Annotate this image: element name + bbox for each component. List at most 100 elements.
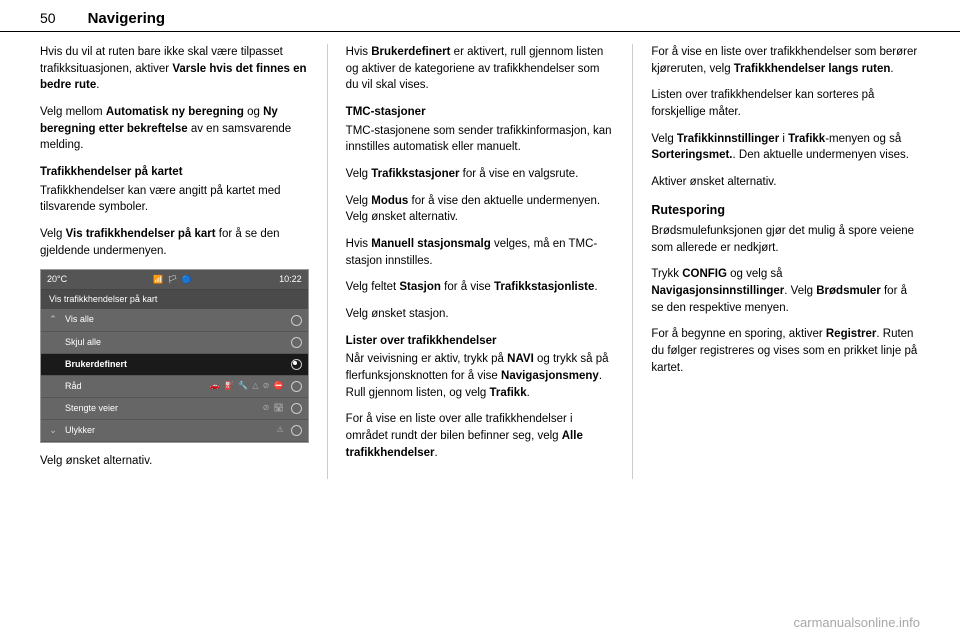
time-label: 10:22 [279, 273, 302, 286]
bold-text: Sorteringsmet. [651, 149, 732, 161]
bold-text: Trafikkinnstillinger [677, 133, 779, 145]
text-run: For å begynne en sporing, aktiver [651, 328, 826, 340]
bold-text: Stasjon [399, 281, 441, 293]
paragraph: Aktiver ønsket alternativ. [651, 174, 920, 191]
bold-text: Trafikk [490, 387, 527, 399]
bold-text: Trafikk [788, 133, 825, 145]
radio-icon [291, 403, 302, 414]
text-run: . [435, 447, 438, 459]
screenshot-list: ⌃ Vis alle Skjul alle Brukerdefinert [41, 309, 308, 441]
list-item: ⌃ Vis alle [41, 309, 308, 331]
list-item-icons: ⊘ 🛣 [263, 402, 285, 414]
bold-text: Vis trafikkhendelser på kart [66, 228, 216, 240]
text-run: . Den aktuelle undermenyen vises. [733, 149, 909, 161]
text-run: Hvis [346, 46, 372, 58]
list-item-label: Råd [65, 380, 204, 393]
sub-heading: Lister over trafikkhendelser [346, 333, 615, 350]
list-item-icons: 🚗 ⛽ 🔧 △ ⊘ ⛔ [210, 380, 285, 392]
column-1: Hvis du vil at ruten bare ikke skal være… [40, 44, 309, 479]
text-run: Velg [346, 195, 372, 207]
column-2: Hvis Brukerdefinert er aktivert, rull gj… [346, 44, 615, 479]
paragraph: Velg mellom Automatisk ny beregning og N… [40, 104, 309, 154]
columns-wrapper: Hvis du vil at ruten bare ikke skal være… [0, 32, 960, 479]
list-item: Stengte veier ⊘ 🛣 [41, 398, 308, 420]
text-run: og velg så [727, 268, 783, 280]
screenshot-title: Vis trafikkhendelser på kart [41, 290, 308, 309]
paragraph: Listen over trafikkhendelser kan sortere… [651, 87, 920, 120]
text-run: Når veivisning er aktiv, trykk på [346, 353, 507, 365]
paragraph: Hvis Manuell stasjonsmalg velges, må en … [346, 236, 615, 269]
text-run: Velg [346, 168, 372, 180]
paragraph: Velg ønsket stasjon. [346, 306, 615, 323]
text-run: . [96, 79, 99, 91]
text-run: Velg [40, 228, 66, 240]
bold-text: Trafikkhendelser langs ruten [734, 63, 891, 75]
list-item-selected: Brukerdefinert [41, 354, 308, 376]
embedded-screenshot: 20°C 📶 🏳 🔵 10:22 Vis trafikkhendelser på… [40, 269, 309, 442]
radio-icon [291, 381, 302, 392]
paragraph: Velg Trafikkinnstillinger i Trafikk-meny… [651, 131, 920, 164]
bold-text: Manuell stasjonsmalg [371, 238, 491, 250]
bold-text: Modus [371, 195, 408, 207]
chevron-up-icon: ⌃ [47, 313, 59, 326]
paragraph: Brødsmulefunksjonen gjør det mulig å spo… [651, 223, 920, 256]
status-icons: 📶 🏳 🔵 [153, 274, 193, 286]
bold-text: Brødsmuler [816, 285, 881, 297]
text-run: Trykk [651, 268, 682, 280]
paragraph: Velg feltet Stasjon for å vise Trafikkst… [346, 279, 615, 296]
text-run: for å vise [441, 281, 494, 293]
column-divider [632, 44, 633, 479]
manual-page: 50 Navigering Hvis du vil at ruten bare … [0, 0, 960, 642]
column-3: For å vise en liste over trafikkhendelse… [651, 44, 920, 479]
radio-checked-icon [291, 359, 302, 370]
paragraph: Velg Vis trafikkhendelser på kart for å … [40, 226, 309, 259]
bold-text: NAVI [507, 353, 534, 365]
list-item-icons: ⚠ [277, 424, 285, 436]
text-run: i [779, 133, 788, 145]
bold-text: Automatisk ny beregning [106, 106, 244, 118]
bold-text: CONFIG [682, 268, 727, 280]
list-item-label: Ulykker [65, 424, 271, 437]
screenshot-statusbar: 20°C 📶 🏳 🔵 10:22 [41, 270, 308, 290]
paragraph: Trafikkhendelser kan være angitt på kart… [40, 183, 309, 216]
bold-text: Trafikkstasjonliste [494, 281, 594, 293]
paragraph: Når veivisning er aktiv, trykk på NAVI o… [346, 351, 615, 401]
paragraph: Velg Modus for å vise den aktuelle under… [346, 193, 615, 226]
text-run: . Velg [784, 285, 816, 297]
section-title: Navigering [88, 10, 166, 27]
page-header: 50 Navigering [0, 0, 960, 32]
paragraph: Hvis Brukerdefinert er aktivert, rull gj… [346, 44, 615, 94]
paragraph: Velg Trafikkstasjoner for å vise en valg… [346, 166, 615, 183]
paragraph: Hvis du vil at ruten bare ikke skal være… [40, 44, 309, 94]
paragraph: For å vise en liste over trafikkhendelse… [651, 44, 920, 77]
paragraph: Trykk CONFIG og velg så Navigasjonsinnst… [651, 266, 920, 316]
paragraph: For å vise en liste over alle trafikkhen… [346, 411, 615, 461]
column-divider [327, 44, 328, 479]
list-item-label: Skjul alle [65, 336, 279, 349]
text-run: Velg mellom [40, 106, 106, 118]
text-run: og [244, 106, 263, 118]
text-run: Velg [651, 133, 677, 145]
bold-text: Navigasjonsmeny [501, 370, 599, 382]
bold-text: Registrer [826, 328, 877, 340]
text-run: . [527, 387, 530, 399]
page-number: 50 [40, 10, 56, 26]
chevron-down-icon: ⌄ [47, 424, 59, 437]
radio-icon [291, 315, 302, 326]
list-item-label: Vis alle [65, 313, 279, 326]
temperature-label: 20°C [47, 273, 67, 286]
paragraph: Velg ønsket alternativ. [40, 453, 309, 470]
list-item: Skjul alle [41, 332, 308, 354]
bold-text: Trafikkstasjoner [371, 168, 459, 180]
source-watermark: carmanualsonline.info [794, 615, 920, 630]
text-run: Velg feltet [346, 281, 400, 293]
radio-icon [291, 425, 302, 436]
bold-text: Brukerdefinert [371, 46, 450, 58]
sub-heading: Trafikkhendelser på kartet [40, 164, 309, 181]
text-run: -menyen og så [825, 133, 901, 145]
list-item: ⌄ Ulykker ⚠ [41, 420, 308, 442]
list-item-label: Brukerdefinert [65, 358, 279, 371]
section-heading: Rutesporing [651, 201, 920, 219]
sub-heading: TMC-stasjoner [346, 104, 615, 121]
list-item: Råd 🚗 ⛽ 🔧 △ ⊘ ⛔ [41, 376, 308, 398]
